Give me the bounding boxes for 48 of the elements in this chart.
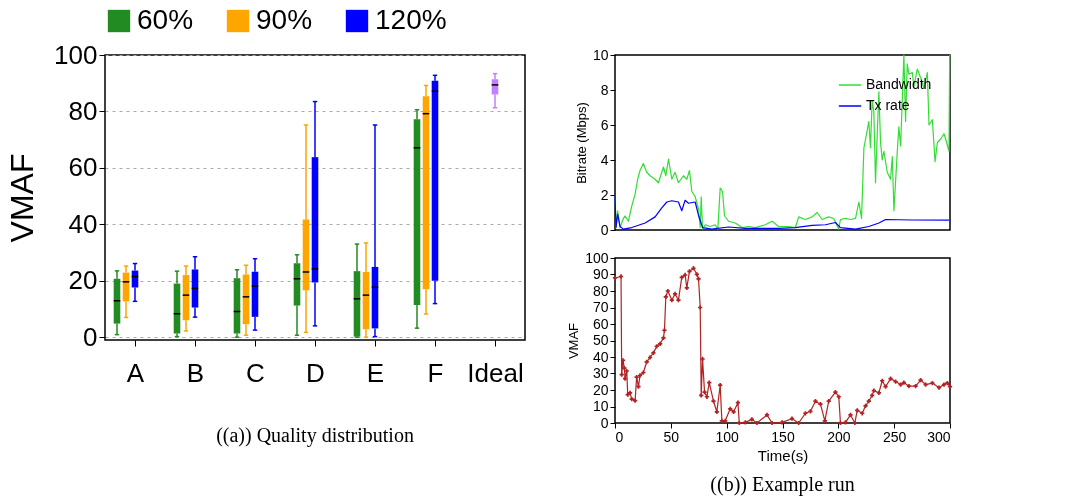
- x-tick-label: 0: [615, 428, 624, 445]
- x-tick-label: A: [126, 357, 145, 388]
- x-tick-label: F: [427, 357, 444, 388]
- y-axis-title: VMAF: [566, 322, 582, 360]
- y-tick-label: 100: [585, 249, 609, 266]
- legend-label: 90%: [256, 4, 313, 35]
- line-series: [614, 54, 951, 230]
- y-tick-label: 2: [600, 186, 609, 203]
- y-tick-label: 10: [592, 46, 609, 63]
- y-axis-title: VMAF: [4, 153, 41, 243]
- y-tick-label: 0: [83, 321, 98, 352]
- x-axis-title: Time(s): [757, 446, 809, 464]
- legend-label: 120%: [375, 4, 447, 35]
- text: ((b)) Example run: [710, 473, 855, 496]
- y-tick-label: 80: [68, 95, 98, 126]
- y-tick-label: 6: [600, 116, 609, 133]
- x-tick-label: 200: [827, 428, 851, 445]
- x-tick-label: E: [366, 357, 385, 388]
- x-tick-label: B: [186, 357, 205, 388]
- legend-label: 60%: [137, 4, 194, 35]
- y-tick-label: 80: [592, 282, 609, 299]
- text: ((a)) Quality distribution: [216, 424, 414, 447]
- x-tick-label: 250: [882, 428, 907, 445]
- y-tick-label: 8: [600, 81, 609, 98]
- y-tick-label: 0: [600, 414, 609, 431]
- x-tick-label: 100: [715, 428, 740, 445]
- x-tick-label: 300: [927, 428, 951, 445]
- y-tick-label: 0: [600, 221, 609, 238]
- y-tick-label: 40: [68, 208, 98, 239]
- x-tick-label: 50: [663, 428, 680, 445]
- y-axis-title: Bitrate (Mbps): [573, 102, 589, 184]
- y-tick-label: 10: [592, 398, 609, 414]
- y-tick-label: 4: [600, 151, 609, 168]
- y-tick-label: 20: [592, 381, 609, 398]
- y-tick-label: 70: [592, 299, 609, 315]
- x-tick-label: D: [306, 357, 325, 388]
- y-tick-label: 20: [68, 265, 98, 296]
- y-tick-label: 50: [592, 332, 609, 348]
- x-tick-label: Ideal: [467, 357, 524, 388]
- y-tick-label: 60: [68, 152, 98, 183]
- y-tick-label: 100: [54, 39, 98, 70]
- y-tick-label: 60: [592, 315, 609, 332]
- x-tick-label: 150: [771, 428, 795, 445]
- y-tick-label: 40: [592, 348, 609, 365]
- x-tick-label: C: [246, 357, 265, 388]
- y-tick-label: 30: [592, 365, 609, 381]
- y-tick-label: 90: [592, 266, 609, 282]
- line-series: [614, 194, 950, 230]
